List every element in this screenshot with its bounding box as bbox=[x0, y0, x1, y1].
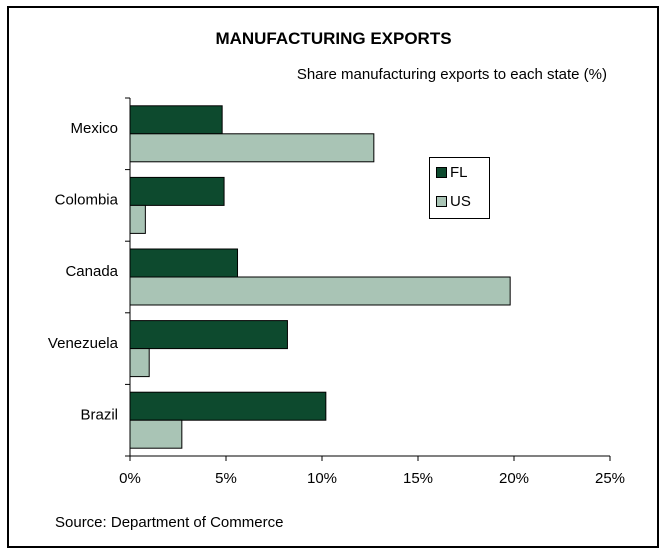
x-tick-label: 5% bbox=[215, 470, 237, 487]
bar-us-colombia bbox=[129, 204, 146, 234]
chart-title: MANUFACTURING EXPORTS bbox=[215, 29, 452, 48]
x-tick-label: 25% bbox=[595, 470, 625, 487]
chart-legend: FL US bbox=[429, 157, 490, 219]
legend-label-us: US bbox=[450, 193, 471, 210]
x-tick-label: 15% bbox=[403, 470, 433, 487]
legend-label-fl: FL bbox=[450, 164, 468, 181]
legend-swatch-fl bbox=[436, 167, 447, 178]
legend-swatch-us bbox=[436, 196, 447, 207]
y-category-label: Mexico bbox=[70, 120, 118, 137]
x-tick-label: 0% bbox=[119, 470, 141, 487]
bar-us-canada bbox=[129, 276, 511, 306]
bar-us-venezuela bbox=[129, 348, 150, 378]
y-category-label: Colombia bbox=[55, 192, 119, 209]
x-tick-label: 10% bbox=[307, 470, 337, 487]
bar-fl-mexico bbox=[129, 105, 223, 135]
bar-fl-venezuela bbox=[129, 320, 288, 350]
bar-fl-colombia bbox=[129, 176, 225, 206]
source-note: Source: Department of Commerce bbox=[55, 514, 284, 531]
y-category-label: Canada bbox=[65, 263, 118, 280]
y-category-label: Venezuela bbox=[48, 335, 119, 352]
legend-item-us: US bbox=[436, 193, 471, 210]
bar-fl-canada bbox=[129, 248, 239, 278]
bar-us-mexico bbox=[129, 133, 375, 163]
x-tick-label: 20% bbox=[499, 470, 529, 487]
y-category-label: Brazil bbox=[80, 406, 118, 423]
bar-fl-brazil bbox=[129, 391, 327, 421]
bar-us-brazil bbox=[129, 419, 183, 449]
legend-item-fl: FL bbox=[436, 164, 468, 181]
chart-subtitle: Share manufacturing exports to each stat… bbox=[296, 66, 607, 83]
